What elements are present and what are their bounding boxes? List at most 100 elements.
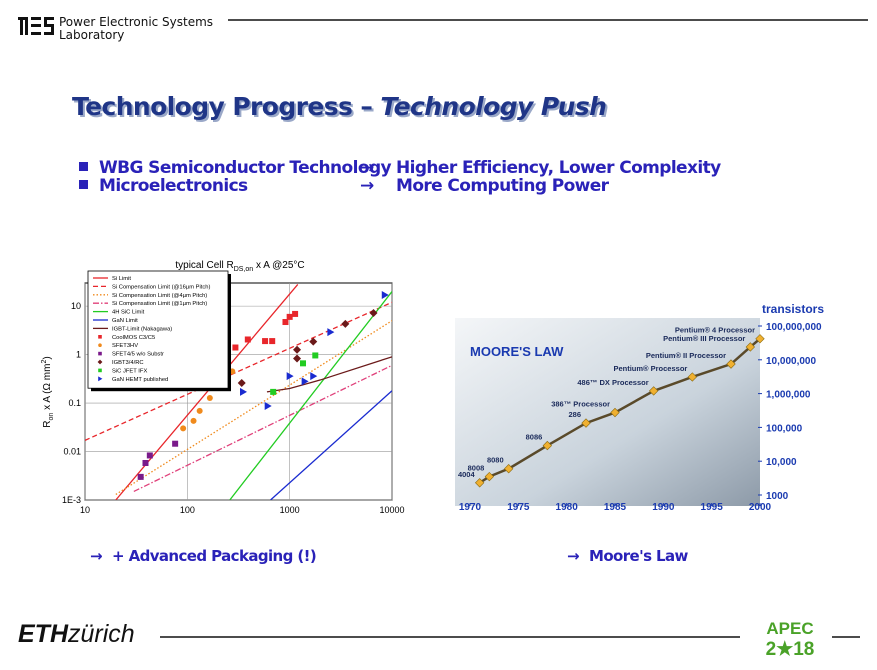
caption: + Advanced Packaging (!) <box>112 547 316 565</box>
y-tick-label: 0.01 <box>63 447 81 457</box>
marker <box>98 376 103 382</box>
y-tick-label: 10 <box>71 301 81 311</box>
data-point <box>474 478 485 488</box>
x-tick-label: 100 <box>180 505 195 515</box>
marker <box>98 343 102 348</box>
chart-right: 1000 10,000 100,000 1,000,000 10,000,000 100,… <box>458 322 822 513</box>
marker <box>190 417 197 424</box>
marker <box>264 401 272 410</box>
bullet-left: WBG Semiconductor Technology <box>99 158 392 178</box>
title-emphasis: Technology Push <box>380 92 606 121</box>
title-shadow: Technology Progress – Technology Push <box>74 94 608 123</box>
marker <box>286 313 293 320</box>
apec-year: 2★18 <box>766 639 815 660</box>
captions: → + Advanced Packaging (!) → Moore's Law <box>90 547 689 565</box>
marker <box>286 372 294 381</box>
marker <box>282 319 289 326</box>
x-tick-label: 1985 <box>604 502 627 513</box>
marker <box>244 336 251 343</box>
marker <box>293 345 302 354</box>
legend-label: SFET3HV <box>112 343 138 349</box>
title-main: Technology Progress – <box>72 92 372 121</box>
data-point <box>755 334 765 344</box>
y-tick-label: 100,000,000 <box>766 322 822 333</box>
point-label: Pentium® Processor <box>613 364 687 373</box>
arrow: → <box>90 547 102 565</box>
data-point <box>484 471 495 482</box>
marker <box>381 290 389 299</box>
plot-marks <box>85 284 392 500</box>
data-point <box>610 407 620 418</box>
data-point <box>581 418 591 428</box>
marker <box>293 354 302 363</box>
legend-label: IGBT-Limit (Nakagawa) <box>112 326 172 332</box>
y-tick-label: 100,000 <box>766 423 803 434</box>
point-label: Pentium® II Processor <box>646 351 726 360</box>
y-axis-label: transistors <box>762 302 824 316</box>
marker <box>240 387 248 396</box>
y-tick-label: 10,000,000 <box>766 356 816 367</box>
marker <box>180 425 187 432</box>
y-tick-label: 10,000 <box>766 457 797 468</box>
arrow: → <box>567 547 579 565</box>
point-label: Pentium® 4 Processor <box>675 326 755 335</box>
series-line <box>85 301 392 441</box>
marker <box>146 452 153 459</box>
bullet-square <box>79 180 88 189</box>
marker <box>98 368 102 373</box>
data-point <box>648 386 659 396</box>
legend-label: Si Limit <box>112 276 131 282</box>
y-tick-label: 1 <box>76 350 81 360</box>
point-label: 8086 <box>526 433 543 442</box>
marker <box>310 372 318 381</box>
bullet-square <box>79 162 88 171</box>
slide-title: Technology Progress – Technology Push <box>72 92 606 121</box>
x-tick-label: 1995 <box>701 502 724 513</box>
marker <box>309 337 318 346</box>
chart-left: 1E-3 0.01 0.1 1 10 10 100 1000 10000 Si Limit Si C… <box>62 270 405 515</box>
legend-label: SFET4/5 w/o Substr <box>112 352 164 358</box>
apec-logo: APEC <box>766 619 813 638</box>
lab-name: Power Electronic Systems <box>59 15 213 29</box>
x-tick-label: 10 <box>80 505 90 515</box>
series-line <box>229 291 392 500</box>
eth-logo: ETHzürich <box>18 620 135 648</box>
marker <box>262 338 269 345</box>
marker <box>300 360 307 367</box>
marker <box>312 352 319 359</box>
series-line <box>270 390 392 500</box>
marker <box>369 309 378 318</box>
data-point <box>687 372 698 382</box>
legend-label: GaN HEMT published <box>112 377 168 383</box>
arrow: → <box>360 176 374 196</box>
y-tick-label: 1000 <box>766 491 789 502</box>
marker <box>142 459 149 466</box>
marker <box>292 310 299 317</box>
y-axis-label: Ron x A (Ω mm2) <box>41 356 55 427</box>
marker <box>98 351 102 356</box>
x-tick-label: 1980 <box>556 502 579 513</box>
x-tick-label: 1990 <box>652 502 675 513</box>
marker <box>232 344 239 351</box>
legend-label: IGBT3/4/RC <box>112 360 144 366</box>
data-point <box>745 342 756 352</box>
point-label: 386™ Processor <box>551 400 610 409</box>
y-tick-label: 0.1 <box>68 398 81 408</box>
legend <box>87 270 229 389</box>
marker <box>327 328 335 337</box>
marker <box>206 395 213 402</box>
legend-label: 4H SiC Limit <box>112 310 145 316</box>
legend-label: SiC JFET IFX <box>112 368 147 374</box>
marker <box>137 473 144 480</box>
legend-label: GaN Limit <box>112 318 138 324</box>
data-point <box>542 440 553 451</box>
legend-label: Si Compensation Limit (@1µm Pitch) <box>112 301 207 307</box>
legend-label: Si Compensation Limit (@16µm Pitch) <box>112 284 211 290</box>
series-line <box>133 364 392 493</box>
marker <box>341 319 350 328</box>
x-tick-label: 1970 <box>459 502 482 513</box>
point-label: 286 <box>568 410 581 419</box>
legend-label: CoolMOS C3/C5 <box>112 335 155 341</box>
